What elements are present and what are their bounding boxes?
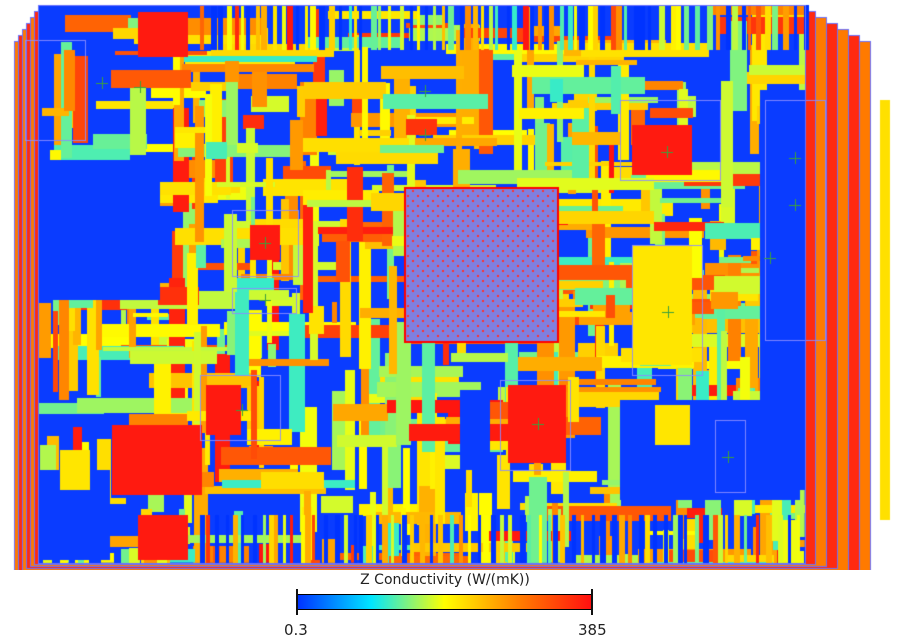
colorbar-max-label: 385 [578, 621, 607, 639]
colorbar [297, 594, 592, 610]
colorbar-max-tick [591, 589, 593, 615]
conductivity-map[interactable] [0, 0, 906, 570]
colorbar-title: Z Conductivity (W/(mK)) [360, 572, 530, 588]
colorbar-min-label: 0.3 [284, 621, 308, 639]
colorbar-min-tick [296, 589, 298, 615]
